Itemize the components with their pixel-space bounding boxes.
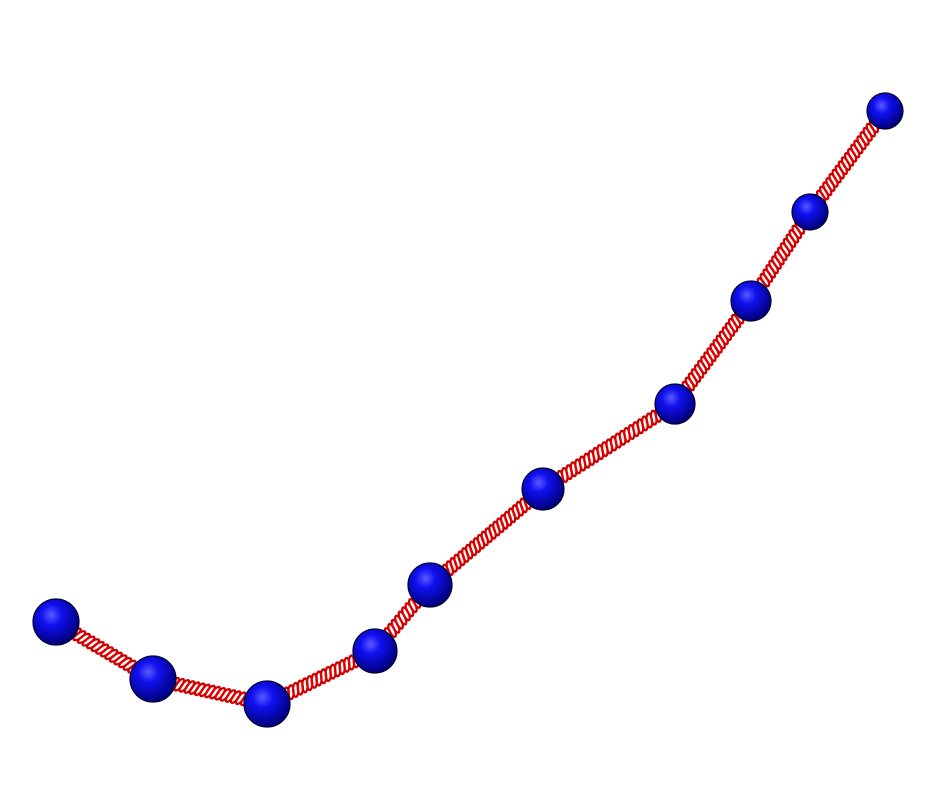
- bead: [654, 383, 696, 425]
- spring-edge: [556, 414, 669, 488]
- bead: [791, 193, 829, 231]
- spring-edge: [820, 122, 884, 207]
- spring-edge: [165, 686, 253, 707]
- spring: [677, 305, 749, 400]
- spring-edge: [167, 676, 255, 697]
- spring-edge: [686, 313, 749, 398]
- spring-edge: [811, 116, 875, 201]
- bead: [866, 92, 904, 130]
- spring-edge: [436, 492, 531, 573]
- spring-edge: [276, 651, 361, 694]
- spring: [811, 114, 884, 209]
- bead: [352, 628, 398, 674]
- bead: [129, 655, 177, 703]
- spring-edge: [443, 501, 538, 581]
- spring-edge: [752, 217, 800, 289]
- bead: [730, 280, 772, 322]
- spring-edge: [378, 591, 418, 638]
- spring: [63, 623, 146, 678]
- bead: [32, 598, 80, 646]
- spring-edge: [387, 598, 427, 645]
- beads-layer: [32, 92, 904, 728]
- spring: [163, 675, 257, 708]
- bead: [243, 680, 291, 728]
- bead: [407, 562, 453, 608]
- spring: [436, 490, 538, 583]
- spring-edge: [761, 223, 809, 295]
- spring-edge: [64, 633, 139, 678]
- spring-edge: [281, 661, 366, 704]
- spring-edge: [550, 405, 663, 478]
- springs-layer: [63, 114, 884, 708]
- spring: [550, 403, 669, 489]
- spring-edge: [70, 623, 145, 668]
- bead: [521, 467, 565, 511]
- spring-edge: [677, 307, 740, 392]
- spring: [752, 215, 809, 297]
- spring: [276, 649, 366, 705]
